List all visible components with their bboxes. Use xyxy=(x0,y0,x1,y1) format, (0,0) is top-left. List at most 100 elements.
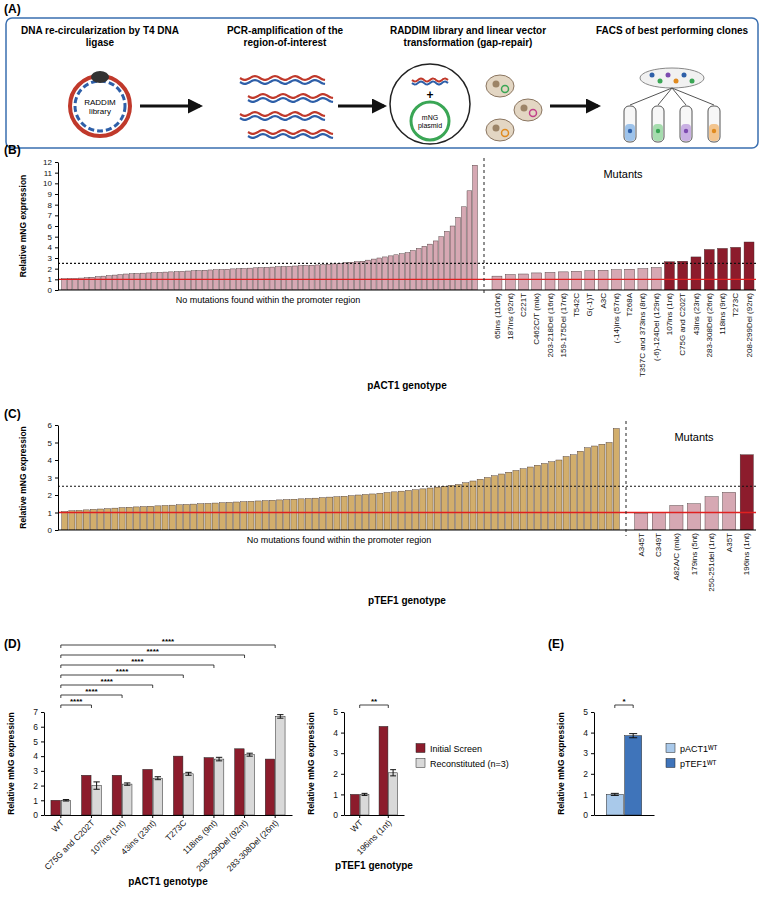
bar xyxy=(532,273,542,290)
bar xyxy=(678,261,688,290)
bar xyxy=(198,504,204,530)
bar xyxy=(76,510,82,530)
bar xyxy=(585,448,591,530)
y-axis-title: Relative mNG expression xyxy=(6,712,16,815)
x-tick-label: C462C/T (mix) xyxy=(532,293,541,345)
bar xyxy=(248,501,254,530)
yeast-nucleus xyxy=(521,105,528,112)
y-tick-label: 6 xyxy=(33,722,38,732)
significance-label: **** xyxy=(70,697,83,706)
y-tick-label: 2 xyxy=(48,491,53,500)
bar xyxy=(143,769,152,815)
bar xyxy=(184,774,193,815)
text-line: PCR-amplification of the xyxy=(227,25,344,36)
x-tick-label: 118ins (9nt) xyxy=(718,293,727,335)
y-tick-mark xyxy=(591,815,594,816)
y-axis-title: Relative mNG expression xyxy=(18,175,28,278)
x-tick-label: 283-308Del (26nt) xyxy=(225,818,281,874)
group-separator xyxy=(626,421,627,536)
y-tick-label: 9 xyxy=(48,190,53,199)
x-tick: A35T xyxy=(725,530,734,552)
y-tick-mark xyxy=(341,733,344,734)
y-tick: 3 xyxy=(48,474,58,483)
y-tick: 10 xyxy=(43,179,58,188)
bar xyxy=(202,270,207,290)
bar xyxy=(118,275,123,290)
x-tick: 250-251del (1nt) xyxy=(707,530,716,592)
bar xyxy=(572,271,582,290)
y-tick: 1 xyxy=(333,790,344,800)
y-tick: 8 xyxy=(48,201,58,210)
plasmid-label: mNGplasmid xyxy=(418,114,442,130)
bar xyxy=(140,507,146,530)
bar xyxy=(519,274,529,290)
y-tick-label: 1 xyxy=(48,509,53,518)
bar xyxy=(399,254,404,290)
error-bar xyxy=(390,770,396,776)
x-axis-line xyxy=(595,815,655,816)
y-tick: 6 xyxy=(48,421,58,430)
bar xyxy=(241,502,247,530)
text-line: plasmid xyxy=(418,122,442,130)
x-tick-label: 203-218Del (16nt) xyxy=(546,293,555,358)
y-tick: 4 xyxy=(333,728,344,738)
x-tick-label: T273C xyxy=(731,293,740,317)
y-tick-mark xyxy=(41,712,44,713)
y-tick-label: 8 xyxy=(48,201,53,210)
bar xyxy=(379,726,388,815)
plot-marks xyxy=(606,734,641,815)
y-tick: 1 xyxy=(33,796,44,806)
bar xyxy=(82,775,91,815)
bar xyxy=(163,272,168,290)
x-tick: C349T xyxy=(654,530,663,557)
bar xyxy=(444,231,449,290)
x-tick-label: C75G and C202T xyxy=(678,293,687,356)
bar xyxy=(484,478,490,531)
pcr-strand xyxy=(240,112,325,116)
y-tick-mark xyxy=(41,786,44,787)
x-tick-label: 208-299Del (92nt) xyxy=(194,818,250,874)
x-tick: T273C xyxy=(163,815,188,843)
x-tick: 43ins (23nt) xyxy=(692,290,701,335)
y-tick-mark xyxy=(55,215,58,216)
bar xyxy=(62,512,68,530)
bar xyxy=(129,274,134,290)
y-tick-label: 5 xyxy=(333,707,338,717)
group-separator xyxy=(484,158,485,296)
bar xyxy=(185,271,190,290)
legend: pACT1ᵂᵀpTEF1ᵂᵀ xyxy=(666,744,718,769)
bar xyxy=(298,499,304,530)
y-tick-mark xyxy=(341,774,344,775)
y-tick-label: 0 xyxy=(48,526,53,535)
error-bar xyxy=(362,793,368,795)
y-tick: 0 xyxy=(33,810,44,820)
bar xyxy=(277,500,283,530)
bar xyxy=(744,242,754,290)
bar xyxy=(332,264,337,290)
bar xyxy=(394,255,399,290)
bar xyxy=(119,508,125,530)
y-tick-mark xyxy=(55,530,58,531)
bar xyxy=(477,479,483,530)
y-tick-label: 0 xyxy=(333,810,338,820)
x-tick-mark xyxy=(91,815,92,818)
x-tick-mark xyxy=(213,815,214,818)
y-tick: 1 xyxy=(583,790,594,800)
y-tick-mark xyxy=(591,712,594,713)
x-tick-label: 196ins (1nt) xyxy=(355,818,394,857)
x-tick-label: (-6)-124Del (129nt) xyxy=(652,293,661,361)
bar xyxy=(122,784,131,815)
y-tick: 5 xyxy=(48,439,58,448)
bar xyxy=(169,505,175,530)
step-arrow xyxy=(140,105,200,108)
facs-stream xyxy=(630,88,672,105)
tube-cell xyxy=(684,129,688,133)
y-tick-mark xyxy=(591,794,594,795)
tube xyxy=(680,106,692,142)
y-tick-mark xyxy=(55,226,58,227)
x-tick: 118ins (9nt) xyxy=(718,290,727,335)
legend-swatch xyxy=(666,759,675,768)
x-tick-label: 196ins (1nt) xyxy=(742,533,751,576)
bar xyxy=(413,490,419,530)
pcr-strand xyxy=(248,98,333,102)
